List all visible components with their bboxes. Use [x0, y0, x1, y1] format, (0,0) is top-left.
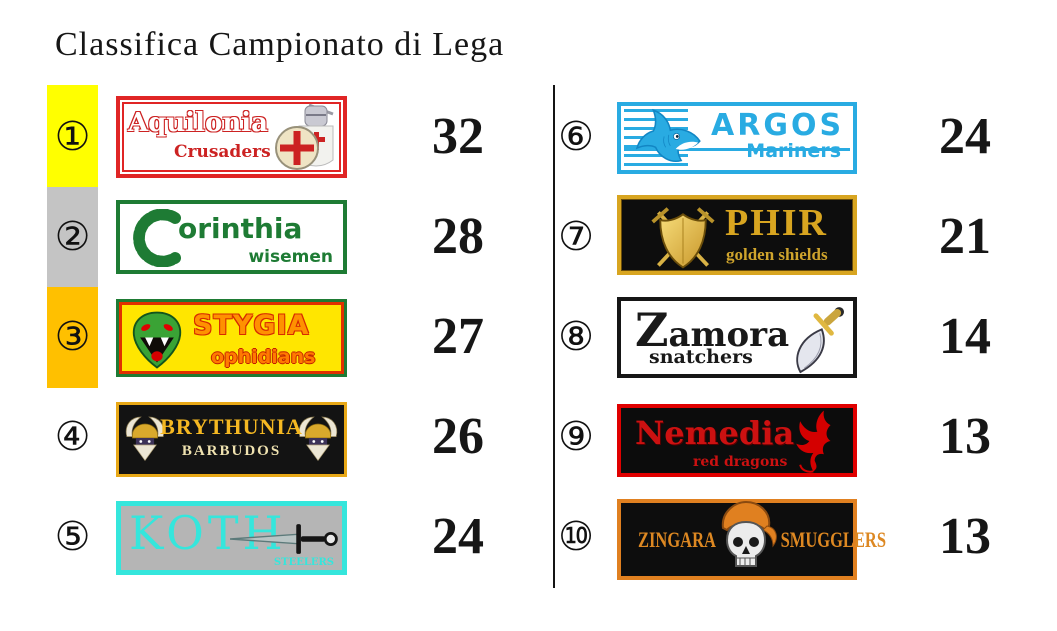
snake-head-icon [132, 311, 182, 369]
team-logo-brythunia-barbudos: BRYTHUNIA BARBUDOS [116, 402, 347, 477]
rank-badge-4: ④ [54, 414, 91, 460]
points-value: 24 [939, 108, 991, 165]
team-subtitle: BARBUDOS [181, 443, 282, 459]
team-logo-zamora-snatchers: Zamora snatchers [617, 297, 857, 378]
laurel-wreath-icon [133, 209, 182, 267]
team-logo-stygia-ophidians: STYGIA ophidians [116, 299, 347, 377]
team-name: Zamora [635, 303, 790, 357]
team-logo-koth-steelers: KOTH steelers [116, 501, 347, 575]
points-value: 13 [939, 408, 991, 465]
team-name: BRYTHUNIA [160, 414, 303, 439]
team-subtitle: golden shields [726, 245, 828, 264]
rank-badge-10: ⑩ [558, 514, 594, 560]
skull-bandana-icon [721, 500, 777, 567]
rank-badge-9: ⑨ [558, 414, 594, 460]
points-value: 14 [939, 308, 991, 365]
rank-strip-bronze [47, 287, 98, 388]
points-value: 28 [432, 208, 484, 265]
team-logo-ophir-golden-shields: PHIR golden shields [617, 195, 857, 275]
points-value: 26 [432, 408, 484, 465]
team-name: Aquilonia [128, 108, 268, 138]
team-subtitle: ophidians [211, 346, 316, 368]
team-name: Nemedia [635, 414, 795, 452]
curved-dagger-icon [796, 307, 845, 374]
team-name: KOTH [129, 506, 287, 560]
team-name: orinthia [178, 212, 303, 245]
team-subtitle: snatchers [649, 346, 753, 368]
points-value: 27 [432, 308, 484, 365]
team-subtitle: steelers [273, 553, 334, 569]
rank-badge-3: ③ [54, 314, 91, 360]
team-subtitle: wisemen [248, 247, 333, 267]
viking-head-icon [125, 416, 165, 461]
rank-badge-1: ① [54, 114, 91, 160]
team-subtitle: Mariners [746, 140, 841, 162]
points-value: 32 [432, 108, 484, 165]
team-name: STYGIA [193, 310, 310, 341]
rank-strip-gold [47, 85, 98, 187]
golden-shield-swords-icon [651, 207, 715, 269]
page-title: Classifica Campionato di Lega [55, 26, 505, 63]
red-dragon-icon [796, 410, 831, 473]
team-logo-aquilonia-crusaders: Aquilonia Crusaders [116, 96, 347, 178]
horizontal-line-decoration [624, 148, 850, 151]
team-logo-nemedia-red-dragons: Nemedia red dragons [617, 404, 857, 477]
rank-badge-5: ⑤ [54, 514, 91, 560]
column-divider [553, 85, 555, 588]
rank-badge-7: ⑦ [558, 214, 594, 260]
points-value: 13 [939, 508, 991, 565]
rank-badge-8: ⑧ [558, 314, 594, 360]
team-logo-argos-mariners: ARGOS Mariners [617, 102, 857, 174]
team-name: ZINGARA [637, 526, 716, 552]
team-logo-zingara-smugglers: ZINGARA SMUGGLERS [617, 499, 886, 580]
team-subtitle: red dragons [693, 454, 788, 470]
team-name: ARGOS [711, 108, 845, 143]
team-subtitle: Crusaders [174, 142, 271, 162]
rank-badge-6: ⑥ [558, 114, 594, 160]
team-subtitle: SMUGGLERS [780, 526, 886, 552]
viking-head-icon [298, 416, 338, 461]
crusader-knight-icon [275, 103, 334, 170]
rank-badge-2: ② [54, 214, 91, 260]
shark-icon [635, 108, 701, 162]
points-value: 21 [939, 208, 991, 265]
team-logo-corinthia-wisemen: orinthia wisemen [116, 200, 347, 274]
rank-strip-silver [47, 187, 98, 287]
points-value: 24 [432, 508, 484, 565]
sword-icon [230, 524, 338, 554]
team-name: PHIR [725, 202, 828, 244]
